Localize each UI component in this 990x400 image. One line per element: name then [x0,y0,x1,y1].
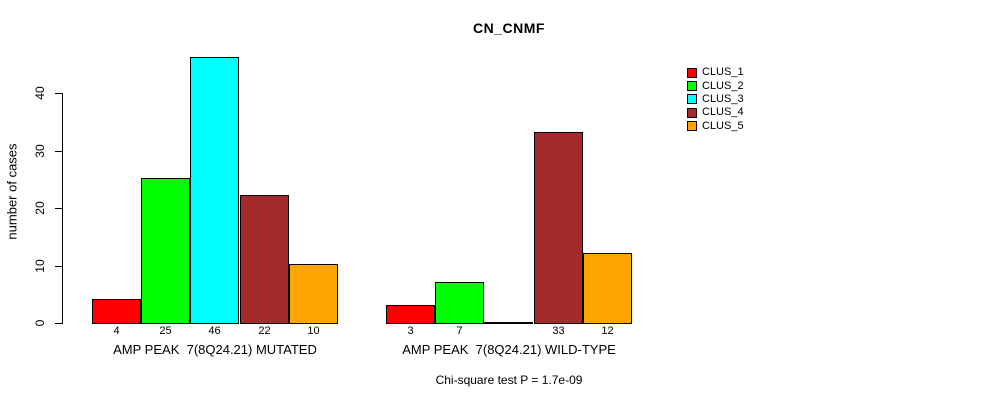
legend-label: CLUS_2 [702,79,744,92]
bar-CLUS_5-group-1 [289,264,338,324]
chi-square-annotation: Chi-square test P = 1.7e-09 [435,373,583,387]
legend-label: CLUS_4 [702,106,744,119]
legend-item-CLUS_1: CLUS_1 [687,66,744,79]
y-tick-mark [55,265,62,267]
bar-value-CLUS_1-group-1: 4 [113,325,120,337]
legend-swatch-icon [687,67,697,78]
bar-CLUS_4-group-2 [534,132,583,324]
bar-CLUS_1-group-1 [92,299,141,324]
bar-value-CLUS_4-group-2: 33 [552,325,565,337]
bar-CLUS_2-group-2 [435,282,484,324]
y-tick-mark [55,208,62,209]
y-tick-mark [55,323,62,324]
bar-value-CLUS_2-group-2: 7 [456,325,463,337]
bar-CLUS_1-group-2 [386,305,435,324]
y-tick-label: 30 [33,143,47,158]
bar-value-CLUS_4-group-1: 22 [258,325,271,337]
y-axis-line [62,93,63,324]
bar-CLUS_2-group-1 [141,178,190,324]
y-tick-label: 10 [33,258,47,273]
y-tick-mark [55,150,62,152]
y-tick-label: 0 [33,319,47,327]
y-tick-mark [55,93,62,94]
legend-swatch-icon [687,121,697,132]
bar-CLUS_3-group-1 [190,57,239,324]
bar-value-CLUS_5-group-2: 12 [601,325,614,337]
bar-CLUS_3-group-2 [484,322,533,324]
bar-value-CLUS_1-group-2: 3 [407,325,414,337]
legend-item-CLUS_3: CLUS_3 [687,93,744,106]
legend-item-CLUS_2: CLUS_2 [687,79,744,92]
group-label-mutated: AMP PEAK 7(8Q24.21) MUTATED [113,342,317,357]
legend-label: CLUS_3 [702,92,744,105]
legend-label: CLUS_1 [702,66,744,79]
y-axis-label: number of cases [4,143,20,240]
legend-label: CLUS_5 [702,119,744,132]
y-tick-label: 20 [33,201,47,215]
group-label-wild-type: AMP PEAK 7(8Q24.21) WILD-TYPE [402,342,616,357]
legend-swatch-icon [687,81,697,92]
legend-item-CLUS_4: CLUS_4 [687,106,744,119]
legend-swatch-icon [687,94,697,105]
legend-swatch-icon [687,107,697,118]
bar-value-CLUS_5-group-1: 10 [307,325,320,337]
legend: CLUS_1 CLUS_2 CLUS_3 CLUS_4 CLUS_5 [687,66,744,133]
chart-title: CN_CNMF [473,20,545,36]
bar-value-CLUS_3-group-1: 46 [208,325,221,337]
legend-item-CLUS_5: CLUS_5 [687,120,744,133]
bar-CLUS_5-group-2 [583,253,632,324]
bar-CLUS_4-group-1 [240,195,289,324]
y-tick-label: 40 [33,86,47,100]
bar-value-CLUS_2-group-1: 25 [159,325,172,337]
